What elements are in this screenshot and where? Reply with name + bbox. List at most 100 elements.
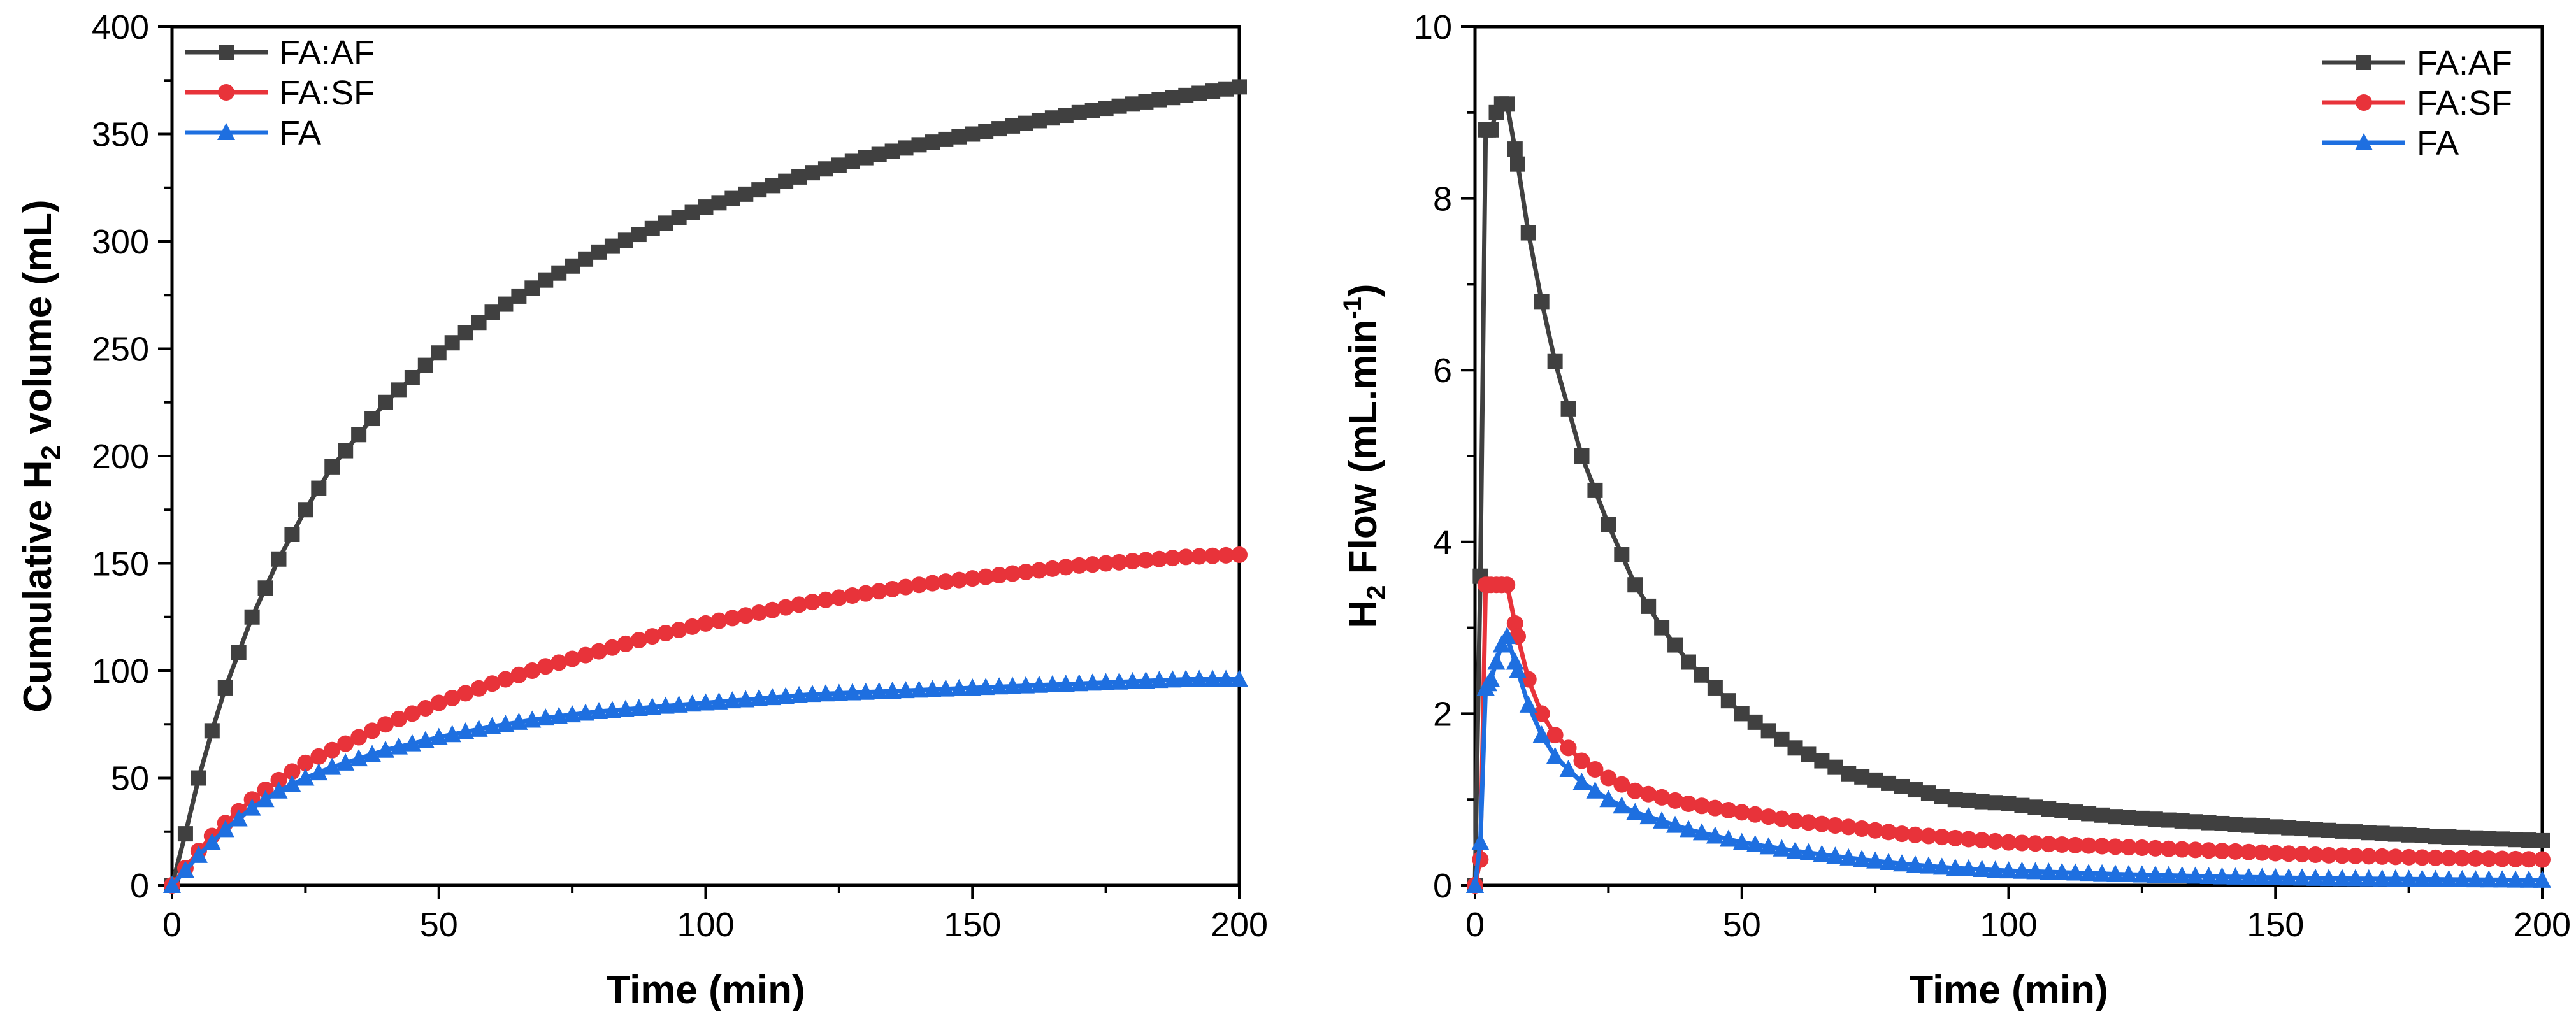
data-point [2266,867,2285,885]
data-point [2040,836,2057,853]
data-point [1017,676,1035,694]
data-point [1031,113,1047,129]
x-tick-label: 0 [1465,906,1485,944]
data-point [484,304,500,320]
data-point [1083,673,1102,691]
x-tick-label: 50 [420,906,458,944]
data-point [1813,815,1831,832]
data-point [1680,795,1697,812]
data-point [1906,855,1924,873]
data-point [2107,838,2124,855]
data-point [2119,864,2138,882]
data-point [417,357,433,373]
data-point [163,876,181,893]
data-point [1733,804,1750,821]
data-point [1466,876,1484,893]
data-point [2213,843,2231,860]
data-point [1044,560,1061,577]
data-point [1734,706,1750,722]
data-point [1057,559,1074,576]
data-point [403,705,421,722]
data-point [1018,115,1033,131]
data-point [2387,848,2404,866]
data-point [2387,826,2403,842]
data-point [1627,782,1644,799]
data-point [617,635,634,652]
data-point [2521,851,2538,868]
data-point [524,280,540,296]
series-FA [1466,627,2551,893]
data-point [1005,118,1021,134]
data-point [683,694,702,712]
data-point [2414,827,2430,843]
data-point [938,131,954,147]
data-point [951,129,967,145]
data-point [483,717,501,734]
data-point [577,703,595,721]
data-point [216,820,234,838]
data-point [1680,820,1697,838]
data-point [857,585,874,602]
data-point [1773,839,1791,857]
data-point [1787,812,1804,829]
data-point [764,601,781,618]
data-point [1973,860,1991,878]
data-point [1707,680,1723,696]
data-point [924,575,941,592]
data-point [1532,725,1551,743]
data-point [910,576,928,594]
data-point [1138,94,1154,110]
data-point [951,571,968,589]
data-point [1150,671,1169,689]
y-axis-title-part: 2 [36,445,66,460]
data-point [2306,868,2325,886]
data-point [2159,866,2178,883]
data-point [617,232,633,248]
data-point [737,690,755,708]
legend-label: FA:SF [279,74,375,112]
data-point [763,688,782,706]
data-point [1667,637,1683,653]
data-point [429,727,448,745]
data-point [964,570,981,587]
data-point [1814,753,1830,769]
data-point [1601,517,1616,532]
data-point [950,678,968,696]
data-point [1692,823,1711,841]
data-point [2173,841,2191,858]
data-point [2068,804,2083,820]
series-FA:AF [164,79,1247,893]
data-point [1760,808,1777,825]
data-point [2534,851,2551,868]
data-point [217,680,233,696]
data-point [1471,832,1490,850]
data-point [1574,448,1590,464]
data-point [710,692,728,710]
data-point [2187,814,2203,830]
data-point [498,296,514,312]
data-point [698,199,714,215]
data-point [2173,866,2191,884]
data-point [1572,773,1591,790]
data-point [2267,845,2284,862]
data-point [1151,92,1167,108]
data-point [2346,869,2364,887]
data-point [2294,821,2310,837]
data-point [1801,746,1817,762]
data-point [1773,810,1790,827]
data-point [2280,845,2298,862]
data-point [1839,848,1858,866]
data-point [1826,846,1845,864]
data-point [2227,817,2243,832]
data-point [844,587,861,604]
data-point [750,689,768,706]
data-point [1746,806,1764,823]
data-point [1760,723,1776,739]
data-point [1919,856,1938,874]
data-point [417,699,434,717]
data-point [244,609,260,625]
data-point [791,169,807,185]
data-point [670,621,687,638]
data-point [391,382,407,398]
